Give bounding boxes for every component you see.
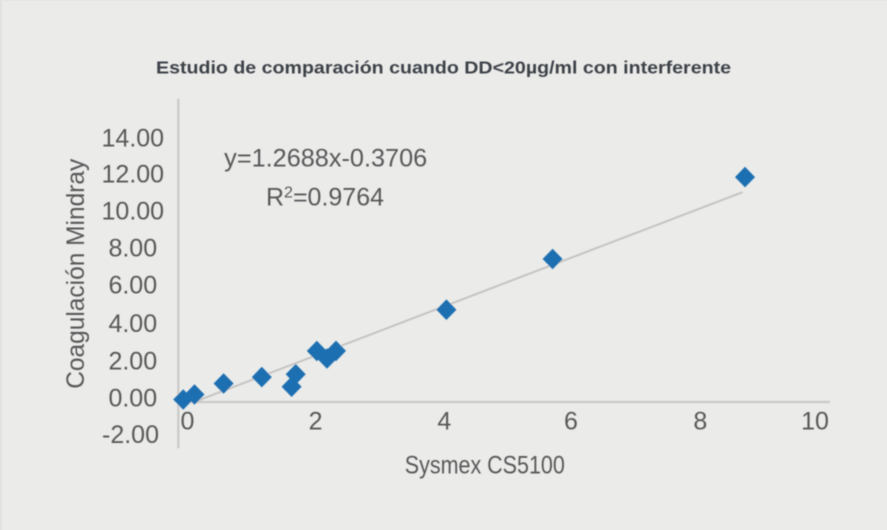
svg-text:-2.00: -2.00 bbox=[102, 421, 159, 449]
svg-text:12.00: 12.00 bbox=[102, 161, 165, 189]
svg-text:2.00: 2.00 bbox=[108, 347, 157, 375]
svg-text:R2=0.9764: R2=0.9764 bbox=[266, 184, 384, 212]
svg-text:0.00: 0.00 bbox=[108, 384, 157, 412]
svg-text:10: 10 bbox=[801, 408, 829, 436]
svg-text:0: 0 bbox=[181, 408, 195, 436]
svg-text:Coagulación Mindray: Coagulación Mindray bbox=[62, 158, 90, 388]
svg-text:y=1.2688x-0.3706: y=1.2688x-0.3706 bbox=[224, 145, 427, 173]
svg-text:4: 4 bbox=[437, 408, 451, 436]
svg-text:4.00: 4.00 bbox=[108, 310, 157, 338]
svg-text:8: 8 bbox=[693, 408, 707, 436]
svg-text:2: 2 bbox=[309, 408, 323, 436]
svg-text:10.00: 10.00 bbox=[102, 198, 165, 226]
svg-text:6.00: 6.00 bbox=[108, 272, 157, 300]
svg-text:6: 6 bbox=[564, 408, 578, 436]
svg-text:8.00: 8.00 bbox=[108, 234, 157, 262]
svg-text:Estudio de comparación cuando: Estudio de comparación cuando DD<20µg/ml… bbox=[156, 57, 731, 77]
svg-text:14.00: 14.00 bbox=[102, 124, 165, 152]
svg-text:Sysmex CS5100: Sysmex CS5100 bbox=[405, 451, 565, 479]
